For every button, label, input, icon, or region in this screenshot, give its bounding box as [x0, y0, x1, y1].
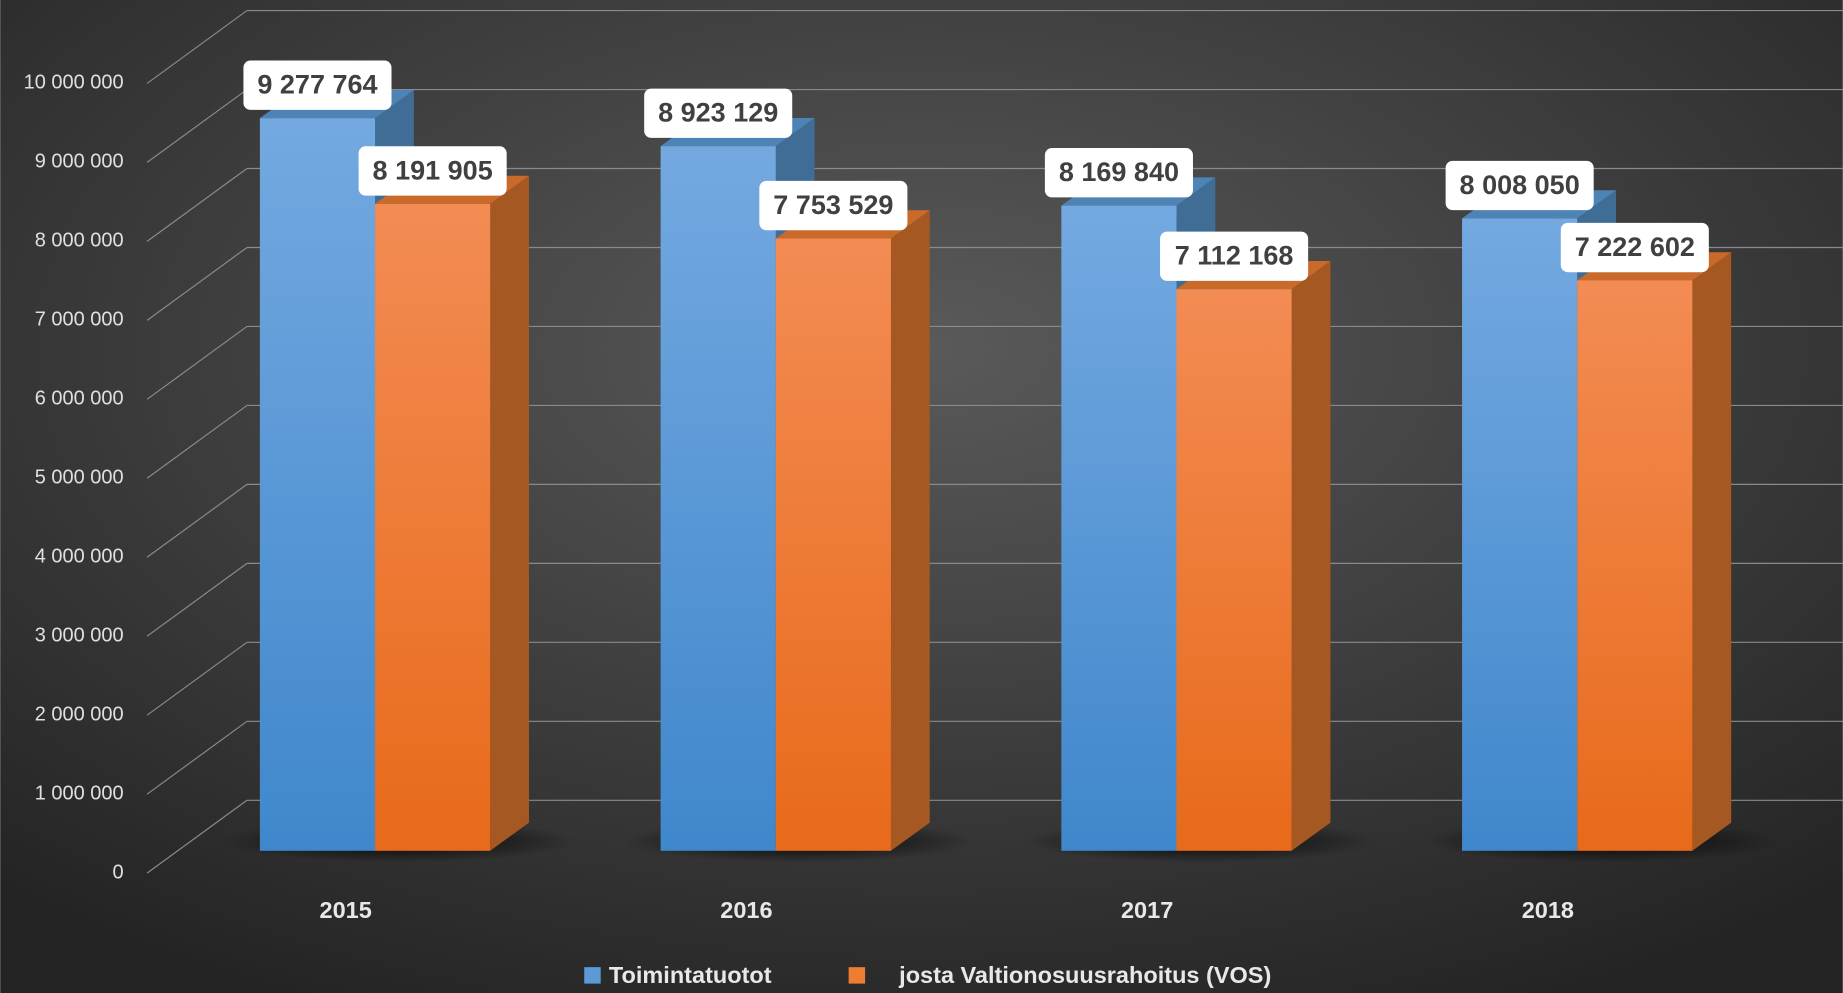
legend-label: Toimintatuotot: [609, 962, 772, 988]
bar-front: [1176, 289, 1292, 851]
data-label-box: [1560, 222, 1709, 273]
y-tick-label: 4 000 000: [35, 546, 124, 568]
bar-side: [490, 175, 530, 851]
bar: [1176, 260, 1331, 851]
bar-front: [1577, 280, 1693, 851]
y-tick-label: 0: [112, 861, 123, 883]
grid-line: [146, 404, 248, 479]
data-label-box: [759, 180, 908, 231]
y-tick-label: 7 000 000: [35, 309, 124, 331]
data-label: 7 222 602: [1575, 232, 1695, 262]
bar-front: [375, 203, 491, 851]
bar-front: [1061, 205, 1177, 851]
data-label: 7 753 529: [773, 190, 893, 220]
y-tick-label: 9 000 000: [35, 151, 124, 173]
bar: [1577, 252, 1732, 851]
data-label-box: [1445, 160, 1594, 211]
grid-line: [146, 168, 248, 242]
data-label: 8 008 050: [1460, 170, 1580, 200]
data-label-box: [358, 146, 507, 196]
y-tick-label: 10 000 000: [24, 72, 124, 94]
x-tick-label: 2017: [1121, 897, 1173, 923]
grid-line: [146, 10, 248, 84]
y-tick-label: 8 000 000: [35, 230, 124, 252]
grid-line: [146, 562, 248, 637]
legend-swatch: [584, 967, 601, 984]
y-tick-label: 6 000 000: [35, 388, 124, 410]
grid-line: [146, 325, 248, 400]
data-label: 8 169 840: [1059, 157, 1179, 187]
grid-line: [146, 720, 248, 795]
bar-side: [890, 210, 930, 851]
y-tick-label: 1 000 000: [35, 782, 124, 804]
bar-front: [775, 238, 891, 851]
legend-swatch: [848, 967, 866, 984]
grid-line: [146, 247, 248, 321]
grid-line: [146, 799, 248, 874]
bar-front: [1462, 218, 1578, 851]
grid-line: [146, 89, 248, 163]
bar-front: [259, 118, 376, 851]
data-label-box: [644, 88, 793, 138]
data-label: 8 923 129: [658, 98, 778, 128]
bar-front: [660, 146, 776, 851]
data-label: 8 191 905: [373, 155, 493, 185]
x-tick-label: 2018: [1522, 897, 1574, 923]
x-tick-label: 2016: [720, 897, 772, 923]
grid-line: [146, 483, 248, 558]
x-tick-label: 2015: [320, 897, 372, 923]
bar-side: [1291, 260, 1331, 851]
y-tick-label: 5 000 000: [35, 467, 124, 489]
y-tick-label: 3 000 000: [35, 625, 124, 647]
data-label: 9 277 764: [257, 70, 377, 100]
data-label: 7 112 168: [1175, 241, 1294, 271]
legend-label: josta Valtionosuusrahoitus (VOS): [898, 962, 1271, 988]
bar: [375, 175, 530, 851]
data-label-box: [243, 60, 392, 110]
bar-side: [1692, 252, 1732, 851]
bar: [775, 210, 930, 851]
grid-line: [146, 641, 248, 716]
data-label-box: [1160, 231, 1309, 281]
y-tick-label: 2 000 000: [35, 703, 124, 725]
data-label-box: [1044, 148, 1193, 198]
